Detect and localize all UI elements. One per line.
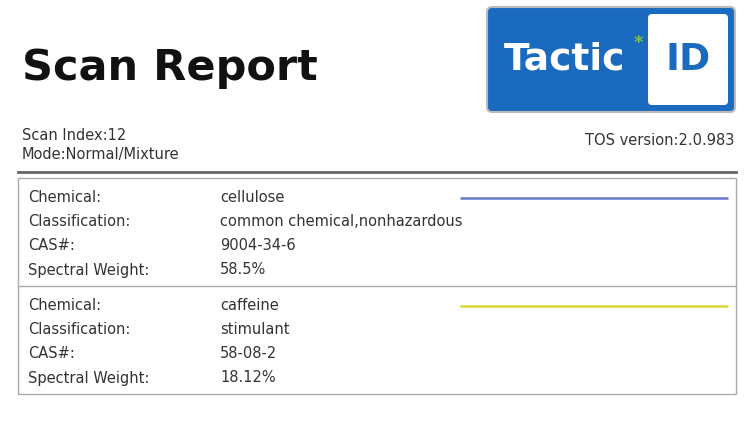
Bar <box>18 178 736 394</box>
Text: stimulant: stimulant <box>220 323 290 337</box>
Text: *: * <box>633 34 643 52</box>
Text: CAS#:: CAS#: <box>28 238 75 253</box>
FancyBboxPatch shape <box>487 7 735 112</box>
Text: 58.5%: 58.5% <box>220 263 266 278</box>
Text: Classification:: Classification: <box>28 214 130 230</box>
Text: 18.12%: 18.12% <box>220 370 276 385</box>
Text: cellulose: cellulose <box>220 191 284 205</box>
Text: Chemical:: Chemical: <box>28 298 101 313</box>
Text: Scan Index:12: Scan Index:12 <box>22 128 126 143</box>
Text: Mode:Normal/Mixture: Mode:Normal/Mixture <box>22 147 180 162</box>
Text: common chemical,nonhazardous: common chemical,nonhazardous <box>220 214 463 230</box>
Text: Classification:: Classification: <box>28 323 130 337</box>
Text: TOS version:2.0.983: TOS version:2.0.983 <box>585 133 734 148</box>
Text: ID: ID <box>665 41 711 77</box>
Text: Spectral Weight:: Spectral Weight: <box>28 263 149 278</box>
Text: Scan Report: Scan Report <box>22 47 318 89</box>
Text: 9004-34-6: 9004-34-6 <box>220 238 296 253</box>
Text: Spectral Weight:: Spectral Weight: <box>28 370 149 385</box>
Text: CAS#:: CAS#: <box>28 346 75 362</box>
Text: Chemical:: Chemical: <box>28 191 101 205</box>
Text: 58-08-2: 58-08-2 <box>220 346 278 362</box>
Text: Tactic: Tactic <box>504 41 626 77</box>
FancyBboxPatch shape <box>648 14 728 105</box>
Text: caffeine: caffeine <box>220 298 279 313</box>
